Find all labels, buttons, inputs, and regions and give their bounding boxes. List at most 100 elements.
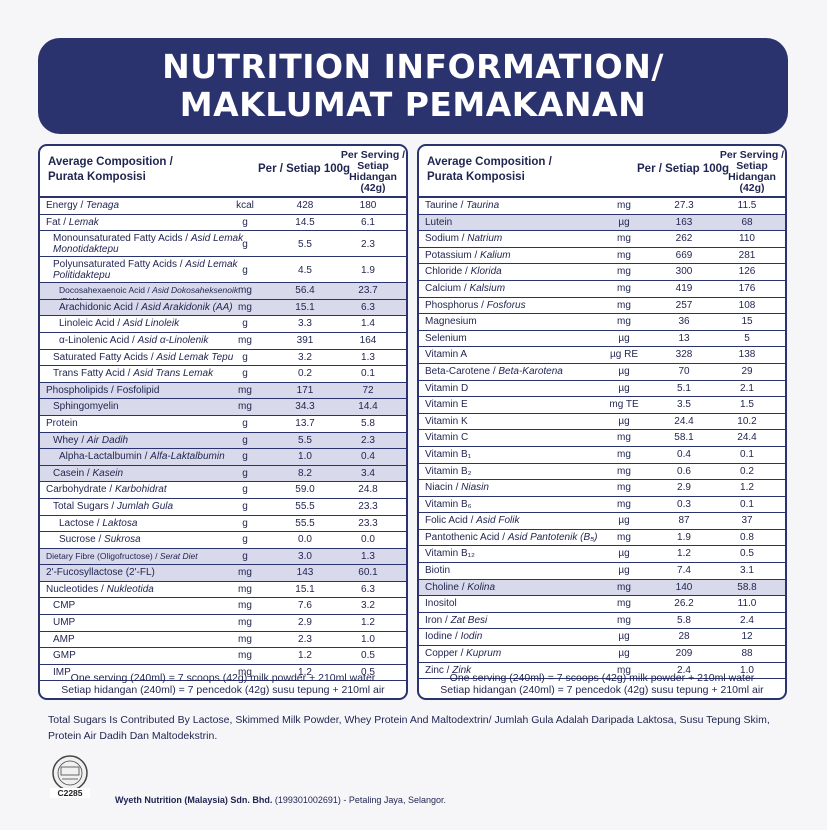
composition-header-en: Average Composition / (427, 156, 552, 168)
nutrient-name: AMP (53, 634, 248, 645)
unit: µg (618, 365, 630, 377)
nutrient-name: Taurine / Taurina (425, 200, 620, 211)
table-row: Iodine / Iodin µg 28 12 (419, 629, 785, 647)
value-per-100g: 209 (675, 648, 693, 660)
nutrient-name-ms: Natrium (467, 233, 503, 245)
nutrient-name-en: Lactose / (59, 517, 103, 529)
value-per-serving: 15 (741, 316, 753, 328)
serving-note-en: One serving (240ml) = 7 scoops (42g) mil… (70, 672, 376, 684)
serving-header-l1: Per Serving / (719, 149, 785, 161)
table-row: Copper / Kuprum µg 209 88 (419, 646, 785, 663)
nutrient-name-en: Vitamin D (425, 382, 469, 394)
unit: g (242, 451, 248, 463)
value-per-serving: 0.0 (361, 534, 375, 546)
table-row: Selenium µg 13 5 (419, 331, 785, 348)
nutrient-name-en: Vitamin B₂ (425, 465, 472, 477)
table-row: Biotin µg 7.4 3.1 (419, 563, 785, 580)
nutrient-name: Vitamin D (425, 383, 620, 394)
table-row: Vitamin C mg 58.1 24.4 (419, 430, 785, 447)
nutrient-name-en: Sphingomyelin (53, 401, 119, 413)
nutrient-name-ms: Kuprum (466, 648, 502, 660)
nutrient-name-en: α-Linolenic Acid / (59, 334, 138, 346)
value-per-serving: 6.3 (361, 583, 375, 595)
nutrient-name: Potassium / Kalium (425, 250, 620, 261)
unit: g (242, 417, 248, 429)
nutrient-name-ms: Laktosa (102, 517, 138, 529)
nutrient-name-en: Potassium / (425, 249, 481, 261)
unit: mg (238, 666, 252, 678)
value-per-100g: 428 (296, 200, 314, 211)
value-per-100g: 257 (675, 299, 693, 311)
table-row: Linoleic Acid / Asid Linoleik g 3.3 1.4 (40, 316, 406, 333)
nutrient-name: Selenium (425, 333, 620, 344)
value-per-100g: 15.1 (295, 301, 315, 313)
nutrient-name-en: Total Sugars / (53, 500, 117, 512)
nutrient-name-en: Nucleotides / (46, 583, 107, 595)
value-per-100g: 1.9 (677, 531, 691, 543)
value-per-serving: 2.3 (361, 434, 375, 446)
unit: mg (617, 531, 631, 543)
nutrient-name: CMP (53, 600, 248, 611)
nutrient-name-en: Iron / (425, 614, 451, 626)
value-per-100g: 5.5 (298, 434, 312, 446)
value-per-100g: 13.7 (295, 417, 315, 429)
unit: mg (617, 200, 631, 211)
unit: mg (238, 301, 252, 313)
value-per-100g: 143 (296, 567, 314, 579)
value-per-serving: 0.1 (740, 498, 754, 510)
nutrient-name: Whey / Air Dadih (53, 435, 248, 446)
table-row: IMP mg 1.2 0.5 (40, 665, 406, 682)
value-per-serving: 1.3 (361, 550, 375, 562)
serving-header-l2: Setiap Hidangan (728, 160, 776, 183)
nutrient-name-en: Beta-Carotene / (425, 365, 499, 377)
value-per-100g: 0.6 (677, 465, 691, 477)
unit: mg (238, 334, 252, 346)
value-per-serving: 6.1 (361, 216, 375, 228)
unit: mg (617, 614, 631, 626)
value-per-100g: 1.0 (298, 451, 312, 463)
value-per-serving: 58.8 (737, 581, 757, 593)
per100-header: Per / Setiap 100g (637, 163, 730, 175)
company-name: Wyeth Nutrition (Malaysia) Sdn. Bhd. (115, 795, 273, 805)
value-per-100g: 1.2 (298, 650, 312, 662)
value-per-100g: 5.1 (677, 382, 691, 394)
value-per-100g: 87 (678, 515, 690, 527)
value-per-100g: 70 (678, 365, 690, 377)
unit: mg (617, 498, 631, 510)
nutrient-name-ms: Zat Besi (450, 614, 488, 626)
value-per-serving: 12 (741, 631, 753, 643)
nutrient-name-en: 2'-Fucosyllactose (2'-FL) (46, 567, 155, 579)
value-per-serving: 5.8 (361, 417, 375, 429)
nutrient-name-en: Taurine / (425, 200, 467, 211)
nutrient-name-en: Alpha-Lactalbumin / (59, 451, 151, 463)
table-row: Vitamin A µg RE 328 138 (419, 347, 785, 364)
nutrient-name-ms: Alfa-Laktalbumin (150, 451, 225, 463)
unit: mg (238, 583, 252, 595)
value-per-100g: 55.5 (295, 517, 315, 529)
title-line-1: NUTRITION INFORMATION/ (162, 47, 664, 86)
halal-code: C2285 (57, 788, 83, 798)
value-per-100g: 2.4 (677, 664, 691, 676)
table-header: Average Composition / Purata Komposisi P… (419, 146, 785, 198)
nutrient-name-ms: Asid Lemak Tepu (156, 351, 234, 363)
value-per-serving: 180 (359, 200, 377, 211)
table-row: Vitamin B₁ mg 0.4 0.1 (419, 447, 785, 464)
serving-note-ms: Setiap hidangan (240ml) = 7 pencedok (42… (61, 684, 385, 696)
value-per-serving: 14.4 (358, 401, 378, 413)
value-per-serving: 72 (362, 384, 374, 396)
table-row: CMP mg 7.6 3.2 (40, 598, 406, 616)
unit: mg (238, 650, 252, 662)
value-per-serving: 108 (738, 299, 756, 311)
nutrient-name-ms: Klorida (470, 266, 502, 278)
value-per-100g: 14.5 (295, 216, 315, 228)
unit: µg (618, 565, 630, 577)
value-per-100g: 0.0 (298, 534, 312, 546)
nutrient-name: Vitamin B₆ (425, 499, 620, 510)
unit: g (242, 467, 248, 479)
table-row: Vitamin E mg TE 3.5 1.5 (419, 397, 785, 414)
value-per-100g: 3.3 (298, 318, 312, 330)
title-line-2: MAKLUMAT PEMAKANAN (179, 85, 647, 124)
nutrient-name: Vitamin C (425, 432, 620, 443)
value-per-serving: 1.0 (740, 664, 754, 676)
nutrient-name: Trans Fatty Acid / Asid Trans Lemak (53, 368, 248, 379)
